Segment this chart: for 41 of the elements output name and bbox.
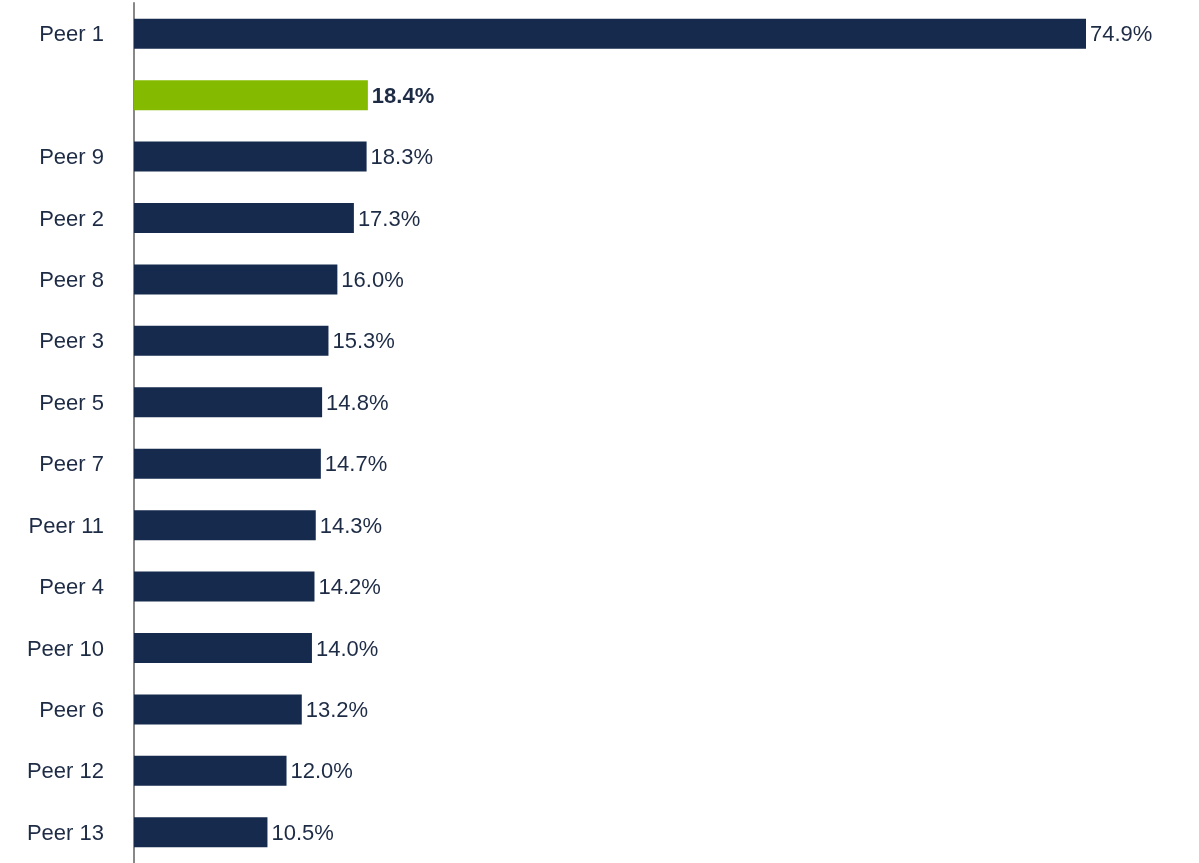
data-label: 17.3% — [357, 205, 421, 231]
data-label: 14.7% — [324, 451, 388, 477]
data-label: 12.0% — [290, 758, 353, 784]
bar — [134, 817, 268, 848]
data-label: 14.3% — [319, 512, 383, 538]
y-tick-label: Peer 11 — [28, 512, 104, 538]
bar — [134, 141, 367, 172]
data-label: 14.0% — [315, 635, 379, 661]
bar — [134, 448, 321, 479]
y-tick-label: Peer 10 — [26, 635, 104, 661]
data-label: 15.3% — [332, 328, 395, 354]
bar — [134, 203, 354, 233]
data-label: 14.8% — [326, 389, 389, 415]
data-label: 16.0% — [341, 266, 404, 292]
bar — [134, 694, 302, 725]
y-tick-label: Peer 3 — [39, 328, 104, 354]
bar — [134, 264, 338, 295]
bar — [134, 18, 1086, 49]
y-tick-label: Peer 5 — [39, 389, 104, 415]
y-tick-label: Peer 7 — [39, 451, 104, 477]
y-tick-label: Peer 2 — [39, 205, 104, 231]
data-label: 74.9% — [1090, 21, 1153, 47]
y-tick-label: Peer 8 — [39, 266, 104, 292]
data-label: 18.3% — [370, 144, 433, 170]
y-tick-label: Peer 6 — [39, 696, 104, 722]
bar — [134, 510, 316, 541]
bar — [134, 755, 287, 786]
bar — [134, 325, 329, 356]
y-tick-label: Peer 9 — [39, 144, 104, 170]
data-label: 13.2% — [305, 696, 369, 722]
data-label: 10.5% — [271, 819, 334, 845]
bar — [134, 80, 368, 111]
y-tick-label: Peer 4 — [39, 574, 104, 600]
y-tick-label: Peer 12 — [26, 758, 104, 784]
bar — [134, 571, 315, 602]
y-tick-label: Peer 1 — [39, 21, 104, 47]
y-tick-label: Peer 13 — [26, 819, 104, 845]
bar — [134, 633, 312, 663]
data-label: 14.2% — [318, 574, 381, 600]
data-label: 18.4% — [371, 82, 435, 108]
bar — [134, 387, 323, 418]
